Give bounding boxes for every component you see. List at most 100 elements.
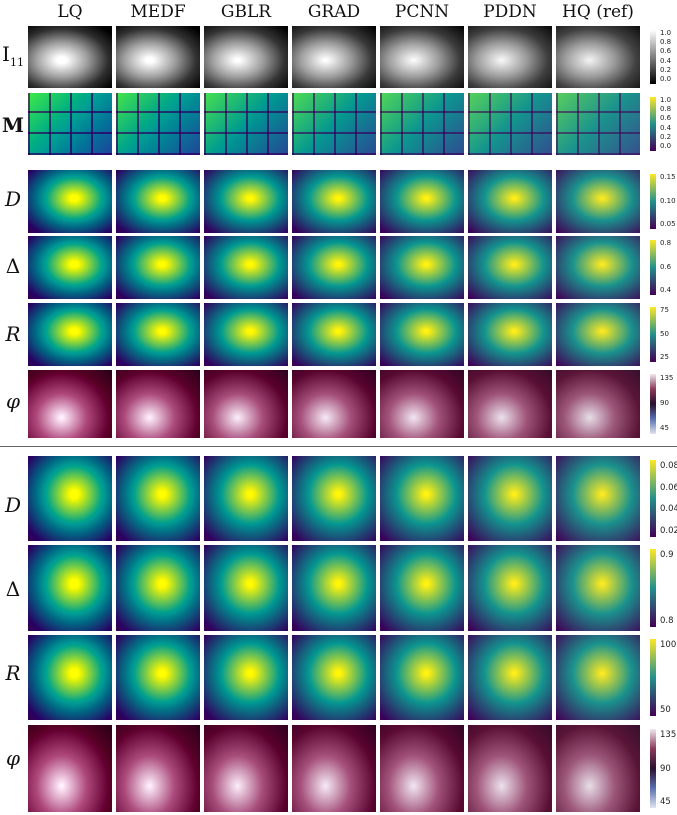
image-tile [380,236,464,299]
image-tile [468,26,552,88]
image-tile [556,170,640,233]
image-tile [380,170,464,233]
image-tile [468,456,552,541]
image-tile [292,725,376,812]
colorbar-tick-label: 0.8 [660,615,674,626]
colorbar-tick-label: 0.8 [660,239,672,248]
colorbar-tick-label: 100 [660,640,677,651]
image-tile [116,170,200,233]
section-divider [0,446,677,447]
colorbar [650,307,656,362]
image-tile [28,26,112,88]
image-tile [292,545,376,631]
image-tile [28,545,112,631]
row-label-r-zoom: R [5,661,21,685]
colorbar-tick-label: 45 [660,424,669,433]
col-header-lq: LQ [57,2,83,22]
colorbar [650,729,656,808]
image-tile [28,303,112,366]
col-header-grad: GRAD [307,2,361,22]
colorbar-tick-label: 0.02 [660,525,677,536]
image-tile [556,725,640,812]
image-tile [204,635,288,720]
image-tile [380,370,464,438]
image-tile [292,303,376,366]
colorbar-tick-label: 0.0 [660,141,672,150]
colorbar-tick-label: 0.6 [660,47,672,56]
image-tile [116,456,200,541]
image-tile [556,370,640,438]
image-tile [28,725,112,812]
image-tile [468,635,552,720]
colorbar-tick-label: 0.04 [660,504,677,515]
image-tile [380,725,464,812]
row-label-i11: I11 [2,42,24,69]
image-tile [116,93,200,155]
col-header-gblr: GBLR [220,2,272,22]
image-tile [204,456,288,541]
row-label-delta-zoom: Δ [5,577,21,601]
colorbar-tick-label: 90 [660,763,671,774]
image-tile [380,545,464,631]
colorbar-tick-label: 135 [660,373,674,382]
image-tile [292,170,376,233]
image-tile [116,303,200,366]
colorbar-tick-label: 0.4 [660,56,672,65]
image-tile [292,26,376,88]
image-tile [380,26,464,88]
image-tile [116,725,200,812]
image-tile [380,303,464,366]
image-tile [468,725,552,812]
image-tile [28,170,112,233]
col-header-pcnn: PCNN [394,2,450,22]
colorbar-tick-label: 135 [660,730,677,741]
image-tile [468,93,552,155]
image-tile [468,236,552,299]
colorbar-tick-label: 25 [660,352,669,361]
col-header-hq-ref: HQ (ref) [562,2,634,22]
image-tile [116,26,200,88]
image-tile [28,370,112,438]
colorbar-tick-label: 0.4 [660,285,672,294]
colorbar-tick-label: 0.10 [660,196,676,205]
colorbar [650,240,656,295]
image-tile [556,93,640,155]
colorbar-tick-label: 45 [660,796,671,807]
image-tile [292,370,376,438]
image-tile [556,303,640,366]
image-tile [204,303,288,366]
image-tile [380,456,464,541]
colorbar-tick-label: 0.05 [660,219,676,228]
colorbar-tick-label: 0.2 [660,65,672,74]
colorbar-tick-label: 50 [660,329,669,338]
colorbar [650,374,656,434]
image-tile [380,93,464,155]
image-tile [468,170,552,233]
colorbar-tick-label: 0.15 [660,173,676,182]
image-tile [116,545,200,631]
image-tile [204,26,288,88]
colorbar [650,639,656,716]
image-tile [468,303,552,366]
image-tile [204,93,288,155]
image-tile [116,635,200,720]
row-label-d-zoom: D [4,493,22,517]
row-label-m: M [1,113,25,137]
row-label-phi: φ [5,389,20,413]
colorbar [650,30,656,84]
image-tile [292,456,376,541]
colorbar-tick-label: 1.0 [660,96,672,105]
colorbar-tick-label: 0.4 [660,123,672,132]
col-header-medf: MEDF [130,2,186,22]
image-tile [292,93,376,155]
colorbar-tick-label: 0.2 [660,132,672,141]
image-tile [468,370,552,438]
colorbar-tick-label: 0.8 [660,38,672,47]
colorbar [650,460,656,537]
colorbar-tick-label: 0.0 [660,74,672,83]
image-tile [292,236,376,299]
colorbar-tick-label: 0.6 [660,262,672,271]
colorbar-tick-label: 0.06 [660,482,677,493]
colorbar-tick-label: 1.0 [660,29,672,38]
image-tile [28,93,112,155]
